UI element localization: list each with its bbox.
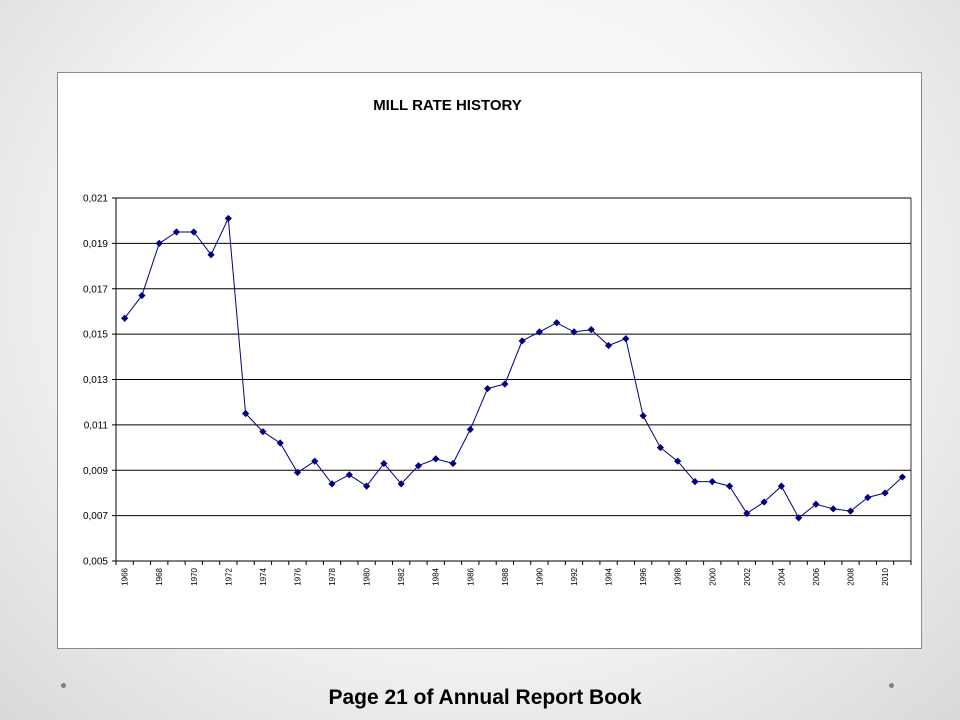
data-point-marker — [121, 314, 129, 322]
y-tick-labels: 0,005 0,007 0,009 0,011 0,013 0,015 0,017 0,019… — [83, 194, 108, 568]
series-markers — [121, 214, 906, 522]
data-point-marker — [760, 498, 768, 506]
x-tick-labels: 1966 1968 1970 1972 1974 1976 1978 1980 1982 1984… — [121, 567, 890, 585]
x-tick-label: 1996 — [639, 567, 648, 585]
y-tick-label: 0,021 — [83, 194, 108, 205]
chart-title: MILL RATE HISTORY — [373, 97, 522, 114]
data-point-marker — [501, 380, 509, 388]
left-decor-dot — [61, 683, 66, 688]
data-point-marker — [276, 439, 284, 447]
y-tick-label: 0,005 — [83, 557, 108, 568]
data-point-marker — [656, 443, 665, 452]
page-caption: Page 21 of Annual Report Book — [328, 686, 642, 709]
y-tick-label: 0,017 — [83, 284, 108, 295]
x-tick-label: 1976 — [293, 567, 302, 585]
data-point-marker — [725, 482, 734, 490]
y-tick-label: 0,013 — [83, 375, 108, 386]
x-tick-label: 1970 — [190, 567, 199, 585]
data-point-marker — [397, 480, 405, 488]
axes — [112, 197, 912, 565]
data-point-marker — [172, 228, 181, 236]
data-point-marker — [639, 412, 647, 420]
series-line — [124, 216, 903, 519]
data-point-marker — [449, 459, 457, 468]
x-tick-label: 2010 — [881, 567, 890, 585]
data-point-marker — [604, 341, 613, 350]
data-point-marker — [812, 500, 820, 508]
data-point-marker — [570, 328, 578, 336]
series-line-path — [124, 216, 903, 519]
data-point-marker — [242, 409, 250, 418]
x-tick-label: 2002 — [743, 567, 752, 585]
data-point-marker — [691, 477, 699, 486]
x-tick-label: 1968 — [155, 567, 164, 585]
x-tick-label: 1994 — [605, 567, 614, 585]
data-point-marker — [207, 251, 215, 259]
data-point-marker — [328, 480, 336, 488]
data-point-marker — [708, 477, 716, 486]
data-point-marker — [795, 514, 803, 522]
data-point-marker — [864, 493, 872, 502]
y-tick-label: 0,007 — [83, 511, 108, 522]
data-point-marker — [155, 239, 163, 247]
data-point-marker — [483, 384, 492, 393]
x-tick-label: 1986 — [466, 567, 475, 585]
data-point-marker — [553, 319, 561, 327]
right-decor-dot — [889, 683, 894, 688]
x-tick-label: 1980 — [363, 567, 372, 585]
x-tick-label: 1990 — [535, 567, 544, 585]
data-point-marker — [345, 471, 353, 479]
x-tick-label: 2004 — [777, 567, 786, 585]
x-tick-label: 1966 — [121, 567, 130, 585]
data-point-marker — [898, 473, 906, 481]
data-point-marker — [259, 428, 267, 436]
x-tick-label: 1972 — [224, 567, 233, 585]
x-tick-label: 2000 — [708, 567, 717, 585]
y-tick-label: 0,015 — [83, 330, 108, 341]
data-point-marker — [674, 457, 682, 465]
x-tick-label: 1984 — [432, 567, 441, 585]
data-point-marker — [518, 337, 526, 345]
data-point-marker — [414, 462, 423, 470]
x-tick-label: 1982 — [397, 567, 406, 585]
data-point-marker — [224, 214, 232, 223]
data-point-marker — [432, 455, 440, 463]
data-point-marker — [846, 507, 855, 515]
grid-lines — [116, 197, 911, 517]
data-point-marker — [587, 325, 595, 334]
chart-frame: MILL RATE HISTORY 0,005 0,007 0,009 0,011 0,… — [57, 72, 922, 649]
y-tick-label: 0,019 — [83, 239, 108, 250]
data-point-marker — [535, 328, 544, 336]
x-tick-label: 1978 — [328, 567, 337, 585]
x-tick-label: 1998 — [674, 567, 683, 585]
data-point-marker — [380, 459, 388, 468]
data-point-marker — [777, 482, 785, 490]
data-point-marker — [466, 425, 474, 434]
y-tick-label: 0,011 — [84, 420, 109, 431]
data-point-marker — [881, 489, 889, 497]
data-point-marker — [311, 457, 319, 465]
x-tick-label: 1992 — [570, 567, 579, 585]
y-tick-label: 0,009 — [83, 466, 108, 477]
x-tick-label: 2008 — [847, 567, 856, 585]
data-point-marker — [622, 335, 630, 343]
data-point-marker — [190, 228, 198, 236]
x-tick-label: 1988 — [501, 567, 510, 585]
x-tick-label: 1974 — [259, 567, 268, 585]
plot-area: 0,005 0,007 0,009 0,011 0,013 0,015 0,017 0,019… — [83, 194, 912, 586]
data-point-marker — [362, 482, 371, 490]
data-point-marker — [829, 505, 837, 513]
data-point-marker — [743, 509, 751, 517]
x-tick-label: 2006 — [812, 567, 821, 585]
